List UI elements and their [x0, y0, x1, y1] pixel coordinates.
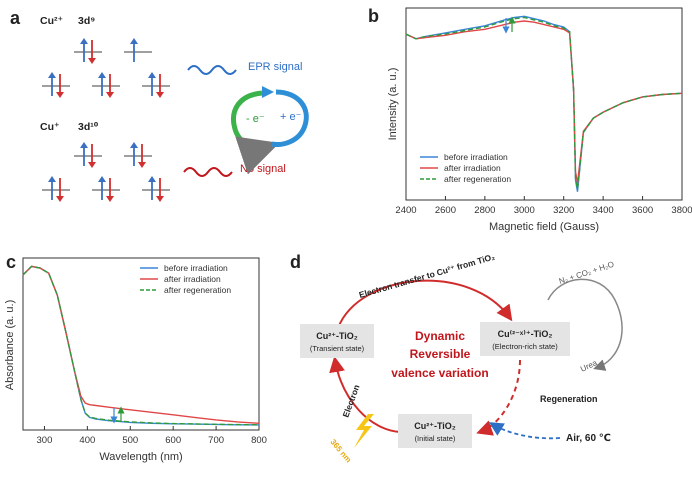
- reduction-arrow-icon: [271, 89, 309, 147]
- legend-label-0: before irradiation: [444, 152, 508, 162]
- panel-d: d Electron transfer to Cu²⁺ from TiO₂ El…: [290, 251, 623, 465]
- panel-label-a: a: [10, 8, 21, 28]
- electron-return-arc: [329, 356, 401, 433]
- light-wavelength-label: 365 nm: [328, 438, 353, 465]
- regeneration-label: Regeneration: [540, 394, 598, 404]
- oxidation-arrow-icon: [231, 90, 280, 175]
- panel-label-b: b: [368, 6, 379, 26]
- chart-b-ylabel: Intensity (a. u.): [387, 68, 399, 141]
- lightning-icon: [354, 414, 374, 448]
- orbital-5: [74, 142, 102, 168]
- state-transient-box: [300, 324, 374, 358]
- x-tick-label: 400: [79, 435, 95, 446]
- orbital-8: [92, 176, 120, 202]
- chart-b-frame: [405, 7, 683, 201]
- chart-c-frame: [22, 257, 260, 431]
- electron-transfer-arc: [337, 279, 513, 329]
- series-line-1: [405, 20, 683, 184]
- state-electron-rich-title: Cu⁽²⁻ˣ⁾⁺-TiO₂: [498, 329, 553, 339]
- reaction-arc: [547, 278, 623, 371]
- orbital-2: [42, 72, 70, 98]
- orbital-3: [92, 72, 120, 98]
- reactant-label: Urea: [579, 358, 599, 374]
- epr-signal-label: EPR signal: [248, 61, 302, 73]
- cu2-label: Cu²⁺: [40, 15, 63, 27]
- state-electron-rich-sub: (Electron-rich state): [492, 342, 558, 351]
- epr-wave-icon: [187, 65, 237, 75]
- chart-c-xlabel: Wavelength (nm): [99, 451, 182, 463]
- legend-label-0: before irradiation: [164, 263, 228, 273]
- panel-b: b 2400 2600 2800 3000 3200 3400 3600 3800 Magne…: [368, 6, 692, 233]
- orbital-4: [142, 72, 170, 98]
- cu1-config: 3d¹⁰: [78, 121, 99, 133]
- air-label: Air, 60 ℃: [566, 433, 611, 444]
- no-signal-wave-icon: [183, 167, 233, 177]
- x-tick-label: 2400: [395, 205, 416, 216]
- x-tick-label: 2800: [474, 205, 495, 216]
- state-initial-sub: (Initial state): [415, 434, 456, 443]
- panel-label-d: d: [290, 252, 301, 272]
- products-label: N₂ + CO₂ + H₂O: [558, 260, 615, 286]
- state-initial-box: [398, 414, 472, 448]
- x-tick-label: 700: [208, 435, 224, 446]
- state-initial-title: Cu²⁺-TiO₂: [414, 421, 456, 431]
- x-tick-label: 3000: [514, 205, 535, 216]
- panel-c: c 300 400 500 600 700 800 Wavelength (nm) Abs…: [4, 252, 267, 463]
- cycle-minus-electron: - e⁻: [246, 113, 265, 125]
- x-tick-label: 3800: [671, 205, 692, 216]
- cu2-config: 3d⁹: [78, 15, 95, 27]
- legend-label-1: after irradiation: [164, 274, 221, 284]
- state-electron-rich-box: [480, 322, 570, 356]
- chart-c-series: [22, 265, 260, 426]
- center-line-1: Dynamic: [415, 329, 465, 343]
- series-line-2: [405, 16, 683, 190]
- center-line-3: valence variation: [391, 366, 488, 380]
- x-tick-label: 2600: [435, 205, 456, 216]
- orbital-1: [124, 38, 152, 62]
- x-tick-label: 3400: [593, 205, 614, 216]
- cu1-label: Cu⁺: [40, 121, 60, 133]
- chart-c-ylabel: Absorbance (a. u.): [4, 300, 16, 391]
- legend-label-2: after regeneration: [444, 174, 511, 184]
- cycle-plus-electron: + e⁻: [280, 111, 302, 123]
- x-tick-label: 500: [122, 435, 138, 446]
- state-transient-sub: (Transient state): [310, 344, 365, 353]
- panel-a: a Cu²⁺ 3d⁹ Cu⁺ 3d¹⁰ EPR signal No signal…: [10, 8, 309, 202]
- legend-label-1: after irradiation: [444, 163, 501, 173]
- x-tick-label: 600: [165, 435, 181, 446]
- center-line-2: Reversible: [410, 347, 471, 361]
- x-tick-label: 3200: [553, 205, 574, 216]
- chart-b-series: [405, 15, 683, 192]
- series-line-1: [22, 265, 260, 424]
- chart-c-x-axis: 300 400 500 600 700 800: [37, 426, 267, 446]
- electron-transfer-label: Electron transfer to Cu²⁺ from TiO₂: [358, 251, 496, 299]
- orbital-9: [142, 176, 170, 202]
- panel-label-c: c: [6, 252, 16, 272]
- chart-b-x-axis: 2400 2600 2800 3000 3200 3400 3600 3800: [395, 196, 692, 216]
- x-tick-label: 300: [37, 435, 53, 446]
- air-arrow: [488, 422, 561, 440]
- regeneration-arc: [476, 359, 521, 436]
- chart-b-xlabel: Magnetic field (Gauss): [489, 221, 599, 233]
- x-tick-label: 3600: [632, 205, 653, 216]
- reduction-arrowhead-icon: [262, 86, 274, 98]
- legend-label-2: after regeneration: [164, 285, 231, 295]
- orbital-0: [74, 38, 102, 64]
- x-tick-label: 800: [251, 435, 267, 446]
- orbital-diagrams: [42, 38, 170, 202]
- orbital-6: [124, 142, 152, 168]
- state-transient-title: Cu²⁺-TiO₂: [316, 331, 358, 341]
- orbital-7: [42, 176, 70, 202]
- no-signal-label: No signal: [240, 163, 286, 175]
